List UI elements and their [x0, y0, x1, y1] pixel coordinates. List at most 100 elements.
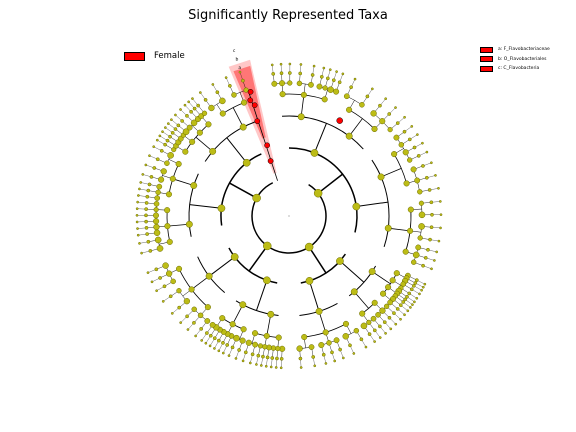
taxon-node	[219, 315, 226, 322]
taxon-node	[259, 364, 263, 367]
taxon-node	[161, 130, 164, 134]
taxon-node	[137, 194, 140, 197]
tree-branch-arc	[288, 147, 358, 233]
taxon-node	[279, 71, 284, 76]
taxon-node	[305, 277, 314, 285]
taxon-node	[261, 354, 265, 359]
taxon-node	[275, 356, 279, 361]
taxon-node	[342, 320, 350, 327]
group-legend-label: Female	[154, 51, 185, 61]
taxon-node	[227, 83, 232, 88]
highlighted-taxon-node	[336, 117, 343, 124]
taxon-node	[231, 92, 237, 98]
tree-branch	[339, 260, 365, 283]
taxon-node	[360, 322, 368, 330]
taxon-node	[430, 267, 433, 271]
tree-branch-arc	[220, 153, 262, 226]
tree-branch	[300, 94, 305, 117]
taxon-node	[165, 138, 170, 143]
taxa-legend: a: F_Flavobacteriaceae b: O_Flavobacteri…	[480, 45, 550, 74]
taxon-node	[153, 207, 159, 213]
taxon-node	[412, 251, 420, 259]
taxon-node	[167, 152, 174, 159]
taxon-node	[341, 72, 345, 76]
taxon-node	[136, 200, 139, 204]
taxon-node	[365, 94, 370, 99]
taxon-node	[427, 188, 432, 192]
taxon-node	[298, 356, 303, 361]
taxon-node	[379, 307, 386, 314]
taxon-node	[198, 91, 202, 94]
taxon-node	[296, 80, 303, 87]
taxon-node	[336, 257, 344, 265]
taxon-node	[411, 283, 416, 288]
taxon-node	[371, 299, 378, 306]
tree-branch	[189, 204, 222, 209]
taxon-node	[180, 119, 185, 123]
taxon-node	[255, 363, 258, 366]
taxon-node	[183, 298, 191, 305]
taxon-node	[148, 154, 151, 158]
taxon-node	[279, 356, 284, 361]
tree-branch	[353, 291, 369, 309]
taxon-node	[395, 121, 400, 125]
taxon-node	[429, 225, 434, 230]
taxon-node	[241, 78, 245, 83]
tree-branch	[191, 275, 210, 290]
taxon-node	[407, 206, 414, 213]
taxon-node	[311, 355, 316, 359]
taxon-node	[239, 301, 247, 309]
taxon-node	[224, 76, 228, 79]
taxon-node	[233, 334, 240, 342]
taxon-node	[204, 318, 211, 324]
taxon-node	[150, 280, 154, 284]
taxon-node	[423, 282, 427, 286]
tree-branch	[308, 246, 327, 274]
taxon-node	[185, 113, 189, 118]
taxon-node	[188, 286, 195, 293]
taxon-node	[185, 220, 193, 228]
taxon-node	[425, 150, 429, 154]
taxon-node	[205, 121, 212, 128]
taxon-node	[160, 168, 167, 175]
taxon-node	[192, 106, 197, 111]
taxon-node	[252, 193, 261, 203]
taxon-node	[168, 134, 172, 139]
taxon-node	[162, 262, 169, 269]
taxon-node	[370, 315, 377, 322]
taxon-node	[296, 345, 303, 352]
tree-nodes-layer	[135, 62, 443, 370]
taxon-node	[221, 340, 225, 345]
taxon-node	[144, 219, 148, 224]
highlighted-taxon-node	[251, 102, 258, 109]
taxon-node	[263, 241, 272, 251]
taxon-node	[156, 245, 164, 252]
taxon-node	[326, 340, 332, 346]
taxon-node	[297, 113, 305, 121]
taxon-node	[327, 86, 334, 93]
group-legend-swatch	[124, 51, 145, 61]
taxon-node	[212, 336, 217, 341]
taxon-node	[144, 207, 149, 211]
tree-branch	[232, 107, 244, 128]
taxon-node	[186, 328, 190, 331]
taxon-node	[163, 142, 167, 147]
taxon-node	[299, 366, 303, 369]
taxon-node	[229, 321, 236, 328]
root-node	[288, 215, 290, 217]
taxon-node	[146, 271, 150, 275]
taxon-node	[402, 149, 409, 156]
taxon-node	[337, 80, 342, 85]
taxon-node	[310, 149, 319, 157]
taxon-node	[169, 175, 176, 182]
taxon-node	[398, 142, 405, 148]
taxon-node	[152, 145, 156, 149]
tree-branch	[318, 311, 327, 333]
taxon-node	[250, 352, 255, 357]
taxon-node	[353, 327, 360, 334]
taxon-node	[225, 343, 230, 347]
taxon-node	[155, 138, 159, 142]
taxa-legend-item: c: C_Flavobacteria	[480, 64, 550, 74]
taxon-node	[333, 337, 340, 344]
taxon-node	[315, 307, 323, 315]
